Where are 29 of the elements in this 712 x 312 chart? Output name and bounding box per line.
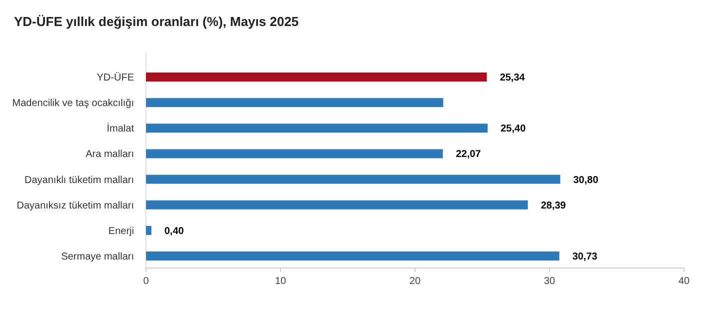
data-label: 0,40: [164, 226, 184, 237]
x-tick-label: 30: [544, 276, 556, 287]
x-tick-label: 0: [143, 276, 150, 287]
bar: [146, 124, 488, 133]
x-tick-label: 40: [678, 276, 690, 287]
x-tick-label: 10: [274, 276, 286, 287]
bar: [146, 226, 152, 235]
bar: [146, 149, 443, 158]
y-tick-label: Enerji: [108, 226, 134, 237]
data-label: 28,39: [540, 200, 566, 212]
y-tick-label: Ara malları: [86, 149, 134, 160]
y-tick-label: Dayanıksız tüketim malları: [16, 200, 134, 212]
y-tick-label: YD-ÜFE: [96, 72, 134, 84]
x-tick-label: 20: [409, 276, 421, 287]
bar: [146, 174, 560, 184]
data-label: 30,73: [572, 252, 598, 262]
y-tick-label: İmalat: [106, 122, 134, 135]
data-label: 22,07: [456, 149, 482, 160]
data-label: 25,40: [500, 124, 526, 135]
y-tick-label: Madencilik ve taş ocakcılığı: [12, 98, 134, 110]
data-label: 25,34: [500, 72, 526, 84]
bar: [146, 200, 528, 210]
bar: [146, 252, 560, 260]
y-tick-label: Dayanıklı tüketim malları: [24, 174, 134, 186]
bar: [146, 72, 487, 82]
bar: [146, 98, 444, 108]
chart-title: YD-ÜFE yıllık değişim oranları (%), Mayıs 2025: [14, 14, 299, 29]
y-tick-label: Sermaye malları: [61, 252, 134, 262]
data-label: 30,80: [573, 174, 599, 186]
